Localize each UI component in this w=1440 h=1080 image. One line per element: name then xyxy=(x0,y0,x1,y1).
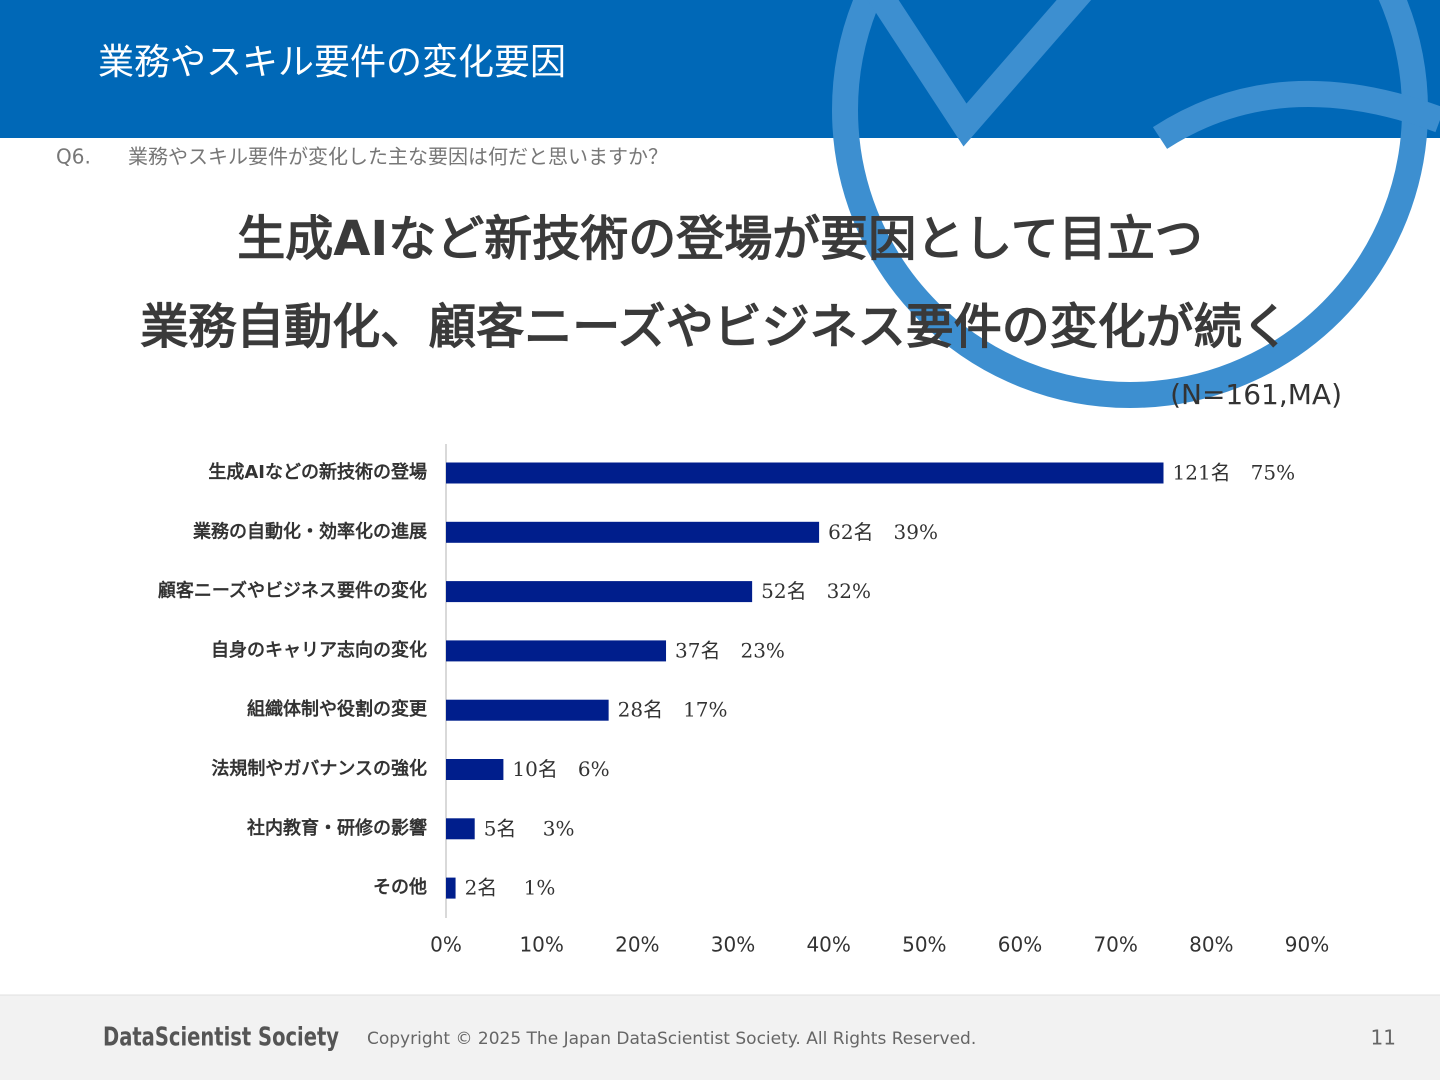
category-label: 組織体制や役割の変更 xyxy=(247,698,428,720)
question-number: Q6. xyxy=(56,145,91,169)
header-title: 業務やスキル要件の変化要因 xyxy=(98,42,566,83)
x-tick-label: 20% xyxy=(615,933,659,957)
bar xyxy=(446,877,456,899)
copyright: Copyright © 2025 The Japan DataScientist… xyxy=(367,1029,976,1049)
sample-note: (N=161,MA) xyxy=(1170,378,1342,411)
category-label: 顧客ニーズやビジネス要件の変化 xyxy=(158,580,427,602)
bar xyxy=(446,581,753,603)
x-tick-label: 0% xyxy=(430,933,462,957)
question-text: 業務やスキル要件が変化した主な要因は何だと思いますか？ xyxy=(128,145,668,169)
category-label: 自身のキャリア志向の変化 xyxy=(211,639,427,661)
x-tick-label: 80% xyxy=(1189,933,1233,957)
headline: 生成AIなど新技術の登場が要因として目立つ xyxy=(237,211,1203,267)
category-label: 生成AIなどの新技術の登場 xyxy=(208,461,427,483)
x-tick-label: 50% xyxy=(902,933,946,957)
chart: 0% 10% 20% 30% 40% 50% 60% 70% 80% 90% 生成AIなどの新技術の… xyxy=(158,444,1329,957)
page-number: 11 xyxy=(1371,1026,1396,1050)
category-label: 社内教育・研修の影響 xyxy=(247,817,427,839)
headline: 業務自動化、顧客ニーズやビジネス要件の変化が続く xyxy=(140,299,1290,355)
bar xyxy=(446,699,609,721)
x-tick-label: 30% xyxy=(711,933,755,957)
data-label: 2名 1% xyxy=(465,876,556,900)
x-tick-label: 60% xyxy=(998,933,1042,957)
category-label: 業務の自動化・効率化の進展 xyxy=(192,520,428,542)
data-label: 121名 75% xyxy=(1173,461,1296,485)
bar xyxy=(446,759,504,780)
data-label: 62名 39% xyxy=(828,520,938,544)
x-tick-label: 70% xyxy=(1093,933,1137,957)
header-decoration xyxy=(832,0,1440,408)
bar xyxy=(446,818,475,840)
x-tick-label: 40% xyxy=(806,933,850,957)
footer-band xyxy=(0,995,1440,1080)
footer-logo: DataScientist Society xyxy=(103,1023,339,1053)
data-label: 52名 32% xyxy=(761,579,871,603)
category-label: その他 xyxy=(373,876,427,898)
data-label: 10名 6% xyxy=(512,757,609,781)
bar xyxy=(446,521,820,543)
bar xyxy=(446,462,1164,484)
bar xyxy=(446,640,667,662)
data-label: 28名 17% xyxy=(618,698,728,722)
x-tick-label: 10% xyxy=(519,933,563,957)
data-label: 37名 23% xyxy=(675,638,785,662)
category-label: 法規制やガバナンスの強化 xyxy=(211,758,427,780)
x-tick-label: 90% xyxy=(1285,933,1329,957)
data-label: 5名 3% xyxy=(484,816,575,840)
